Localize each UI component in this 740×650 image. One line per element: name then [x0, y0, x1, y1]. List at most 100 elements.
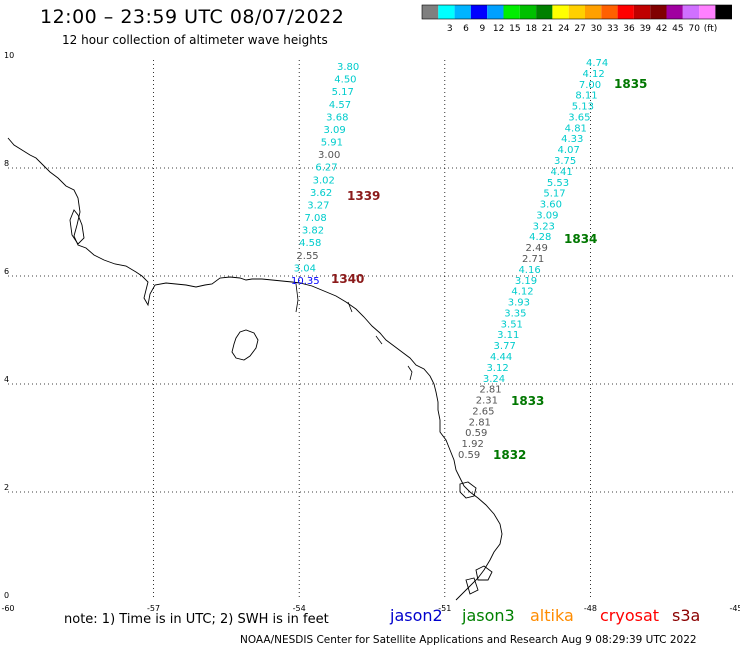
axis-tick-labels: -60 -57 -54 -51 -48 -45 0 2 4 6 8 10	[1, 51, 740, 613]
y-tick-label: 4	[4, 375, 9, 384]
swh-value: 3.60	[540, 200, 562, 211]
colorbar-label: 30	[591, 24, 603, 34]
swh-value: 3.77	[494, 341, 516, 352]
x-tick-label: -48	[584, 604, 597, 613]
colorbar-swatch	[454, 5, 471, 19]
swh-value: 4.16	[518, 265, 540, 276]
colorbar-swatch	[633, 5, 651, 19]
x-tick-label: -57	[147, 604, 160, 613]
swh-value: 2.49	[526, 243, 548, 254]
x-tick-label: -45	[729, 604, 740, 613]
colorbar-label: 27	[574, 24, 585, 34]
track-time-label: 1339	[347, 189, 380, 203]
colorbar-label: 42	[656, 24, 667, 34]
swh-value: 2.81	[469, 417, 491, 428]
x-tick-label: -54	[293, 604, 306, 613]
swh-value: 3.75	[554, 156, 576, 167]
track-time-labels: 1339 1340 1835 1834 1833 1832	[331, 77, 647, 462]
track-time-label: 1833	[511, 394, 544, 408]
swh-value: 4.33	[561, 134, 583, 145]
colorbar-label: 18	[525, 24, 537, 34]
track-east: 4.744.127.008.115.133.654.814.334.073.75…	[458, 58, 608, 461]
coastline	[7, 137, 503, 601]
swh-value: 8.11	[575, 91, 597, 102]
colorbar-swatch	[568, 5, 585, 19]
swh-value: 3.35	[504, 308, 526, 319]
colorbar-frame	[421, 4, 733, 20]
swh-value: 4.07	[558, 145, 580, 156]
swh-value: 3.65	[568, 112, 590, 123]
swh-value: 5.91	[321, 138, 343, 149]
coastline-inlet	[69, 209, 85, 245]
satellite-legend-s3a: s3a	[672, 606, 701, 625]
swh-value: 3.09	[536, 210, 558, 221]
swh-value: 6.27	[315, 163, 337, 174]
colorbar-swatch	[470, 5, 488, 19]
colorbar-swatch	[601, 5, 618, 19]
colorbar-label: 36	[623, 24, 635, 34]
colorbar-swatch	[650, 5, 667, 19]
swh-value: 5.13	[572, 102, 594, 113]
swh-value: 10.35	[291, 276, 320, 287]
swh-value: 3.51	[501, 319, 523, 330]
colorbar-label: 6	[463, 24, 469, 34]
swh-value: 3.62	[310, 188, 332, 199]
colorbar-label: 21	[542, 24, 553, 34]
swh-value: 2.71	[522, 254, 544, 265]
track-west: 3.80 4.505.17 4.573.68 3.09 5.913.00 6.273.02…	[291, 62, 359, 287]
swh-value: 4.81	[565, 123, 587, 134]
swh-value: 7.00	[579, 80, 601, 91]
swh-value: 5.17	[543, 189, 565, 200]
swh-value: 4.28	[529, 232, 551, 243]
colorbar-swatch	[503, 5, 520, 19]
swh-value: 3.82	[302, 226, 324, 237]
swh-value: 4.12	[582, 69, 604, 80]
river	[295, 283, 413, 381]
satellite-legend-altika: altika	[530, 606, 574, 625]
colorbar-swatch	[617, 5, 634, 19]
colorbar-label: 45	[672, 24, 683, 34]
colorbar-label: 9	[479, 24, 485, 34]
colorbar-swatch	[487, 5, 504, 19]
page-title: 12:00 – 23:59 UTC 08/07/2022	[40, 6, 345, 28]
y-tick-label: 10	[4, 51, 14, 60]
x-tick-label: -51	[438, 604, 451, 613]
colorbar-swatch	[682, 5, 700, 19]
colorbar-swatch	[666, 5, 683, 19]
swh-value: 2.31	[476, 396, 498, 407]
swh-value: 4.50	[334, 75, 356, 86]
colorbar-swatch	[715, 5, 732, 19]
y-tick-label: 6	[4, 267, 9, 276]
track-time-label: 1834	[564, 232, 597, 246]
colorbar-swatch	[422, 5, 439, 19]
colorbar-label: 3	[447, 24, 453, 34]
colorbar-label: 39	[640, 24, 652, 34]
colorbar-label: 70	[688, 24, 700, 34]
y-tick-label: 2	[4, 483, 9, 492]
colorbar-swatch	[536, 5, 553, 19]
swh-value: 3.11	[497, 330, 519, 341]
swh-value: 3.93	[508, 298, 530, 309]
track-time-label: 1835	[614, 77, 647, 91]
colorbar-swatch	[699, 5, 716, 19]
footnote: note: 1) Time is in UTC; 2) SWH is in fe…	[64, 612, 329, 627]
swh-value: 4.74	[586, 58, 608, 69]
island-2	[459, 481, 493, 595]
track-time-label: 1340	[331, 272, 364, 286]
swh-value: 1.92	[462, 439, 484, 450]
swh-value: 3.23	[533, 221, 555, 232]
satellite-legend-jason2: jason2	[390, 606, 443, 625]
colorbar-label: 12	[493, 24, 504, 34]
swh-value: 0.59	[458, 450, 480, 461]
swh-value: 3.68	[326, 112, 348, 123]
swh-value: 3.09	[323, 125, 345, 136]
swh-value: 3.12	[486, 363, 508, 374]
colorbar	[421, 4, 733, 20]
swh-value: 2.81	[479, 385, 501, 396]
swh-value: 3.24	[483, 374, 505, 385]
swh-value: 3.02	[313, 175, 335, 186]
swh-value: 4.12	[511, 287, 533, 298]
colorbar-label: 33	[607, 24, 618, 34]
swh-value: 3.00	[318, 150, 340, 161]
colorbar-swatch	[585, 5, 602, 19]
